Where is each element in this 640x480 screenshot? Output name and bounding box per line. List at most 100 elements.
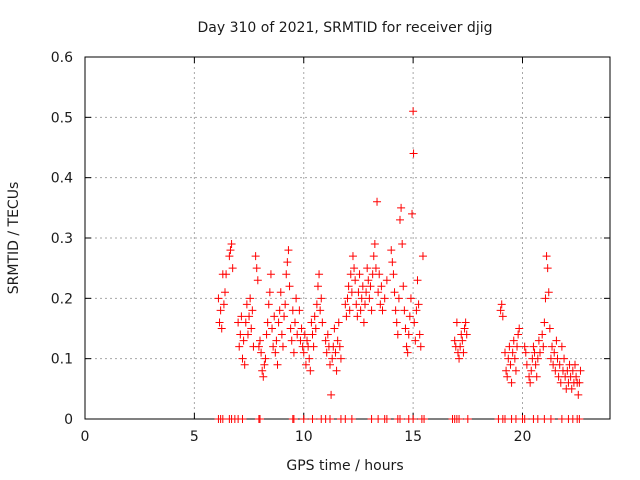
data-point — [522, 360, 531, 369]
data-point — [393, 330, 402, 339]
data-point — [217, 324, 226, 333]
y-tick-label: 0.2 — [51, 291, 73, 307]
data-point — [254, 342, 263, 351]
data-point — [286, 324, 295, 333]
data-point — [303, 336, 312, 345]
axis-ticks — [84, 56, 610, 420]
data-point — [308, 415, 317, 423]
data-point — [247, 324, 256, 333]
data-point — [226, 246, 235, 255]
data-point — [308, 330, 317, 339]
data-point — [510, 354, 519, 363]
data-point — [327, 390, 336, 399]
data-point — [299, 415, 308, 423]
data-point — [408, 209, 417, 218]
data-point — [331, 348, 340, 357]
data-point — [334, 318, 343, 327]
data-point — [278, 342, 287, 351]
data-point — [283, 258, 292, 267]
data-point — [503, 372, 512, 381]
data-point — [396, 215, 404, 224]
data-point — [356, 306, 365, 315]
data-point — [398, 240, 407, 249]
data-point — [411, 336, 420, 345]
x-axis-label: GPS time / hours — [286, 458, 403, 474]
data-point — [508, 348, 517, 357]
y-tick-label: 0.4 — [51, 171, 73, 187]
data-point — [225, 252, 234, 261]
data-point — [348, 252, 357, 261]
data-point — [242, 300, 251, 309]
data-point — [365, 294, 374, 303]
data-point — [289, 415, 298, 423]
data-point — [275, 306, 284, 315]
data-point — [268, 324, 277, 333]
data-point — [412, 306, 421, 315]
data-point — [336, 354, 345, 363]
data-point — [318, 318, 327, 327]
data-point — [281, 300, 290, 309]
data-point — [274, 318, 283, 327]
data-point — [545, 324, 554, 333]
data-point — [216, 306, 225, 315]
data-point — [228, 264, 237, 273]
data-point — [539, 342, 548, 351]
data-point — [456, 342, 465, 351]
data-point — [461, 318, 470, 327]
data-point — [342, 312, 351, 321]
data-point — [227, 240, 236, 249]
y-tick-label: 0.6 — [51, 50, 73, 66]
data-point — [312, 300, 321, 309]
data-point — [413, 276, 422, 285]
data-point — [240, 360, 249, 369]
data-point — [309, 342, 318, 351]
data-point — [238, 354, 247, 363]
data-point — [533, 354, 542, 363]
data-point — [289, 348, 298, 357]
data-point — [571, 360, 579, 369]
data-point — [222, 270, 231, 279]
data-point — [418, 252, 427, 261]
data-point — [292, 294, 301, 303]
data-point — [282, 270, 291, 279]
data-point — [376, 300, 385, 309]
data-point — [555, 360, 564, 369]
data-point — [525, 372, 534, 381]
data-point — [520, 342, 529, 351]
data-point — [397, 203, 406, 212]
data-point — [400, 306, 409, 315]
data-point — [574, 390, 583, 399]
data-point — [265, 288, 274, 297]
data-point — [450, 336, 459, 345]
data-point — [507, 378, 516, 387]
data-points — [214, 107, 585, 423]
data-point — [382, 415, 391, 423]
data-point — [270, 312, 279, 321]
data-point — [415, 330, 424, 339]
data-point — [264, 300, 273, 309]
data-point — [359, 318, 368, 327]
data-point — [515, 324, 524, 333]
data-point — [246, 294, 255, 303]
data-point — [401, 324, 410, 333]
data-point — [572, 372, 581, 381]
data-point — [262, 330, 271, 339]
data-point — [409, 415, 418, 423]
data-point — [406, 294, 415, 303]
data-point — [538, 330, 547, 339]
x-tick-labels: 0 5 10 15 20 — [81, 429, 532, 445]
data-point — [509, 336, 518, 345]
y-tick-labels: 0 0.1 0.2 0.3 0.4 0.5 0.6 — [51, 50, 73, 428]
data-point — [396, 415, 404, 423]
data-point — [326, 415, 334, 423]
data-point — [497, 300, 506, 309]
data-point — [354, 288, 363, 297]
data-point — [263, 318, 272, 327]
data-point — [328, 354, 337, 363]
data-point — [546, 415, 555, 423]
data-point — [358, 282, 367, 291]
data-point — [323, 330, 332, 339]
data-point — [343, 294, 352, 303]
data-point — [391, 306, 400, 315]
data-point — [501, 348, 509, 357]
